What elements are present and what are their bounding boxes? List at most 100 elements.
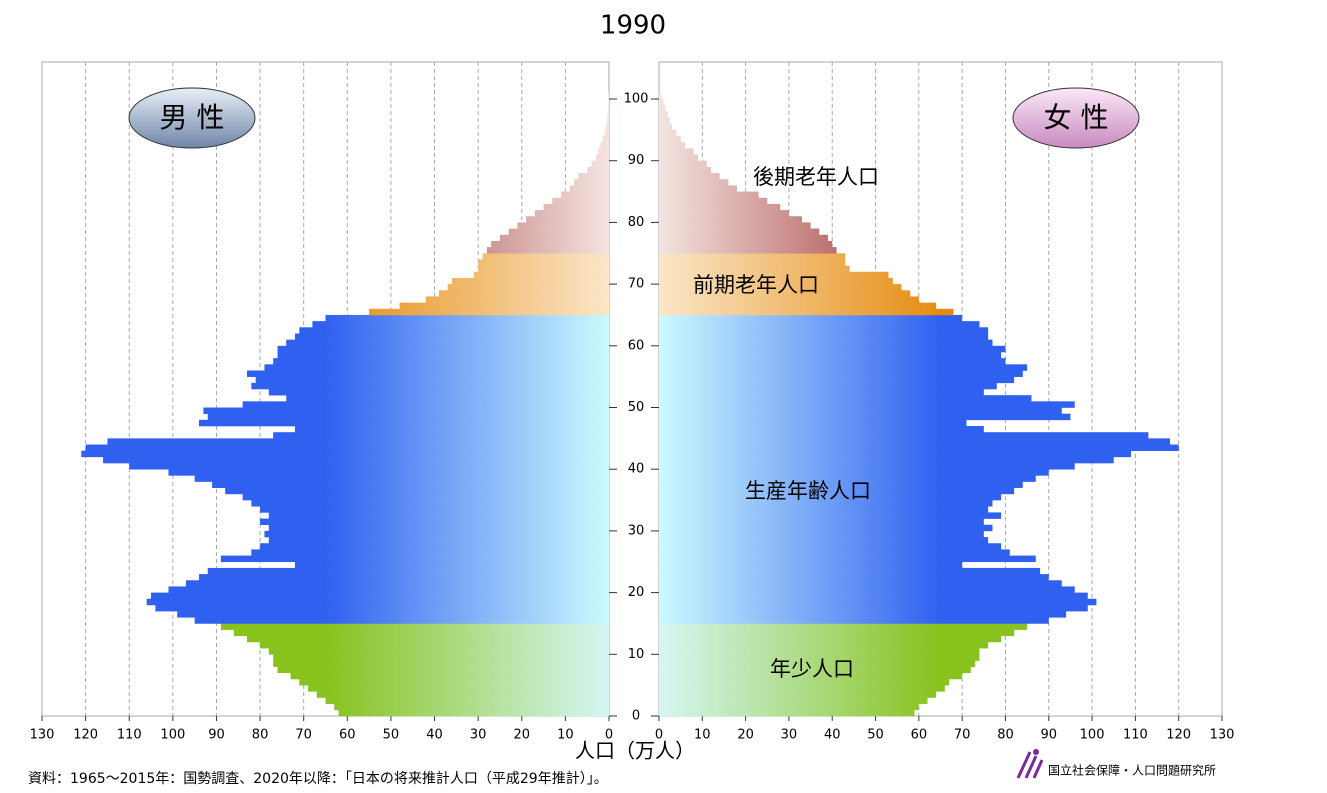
bar [659, 697, 928, 704]
bar [233, 629, 609, 637]
x-tick-label: 60 [339, 728, 356, 743]
x-tick-label: 50 [867, 728, 884, 743]
bar [242, 493, 609, 501]
bar [203, 407, 609, 414]
bar [569, 185, 609, 192]
bar [659, 432, 1149, 439]
bar [659, 580, 1062, 587]
bar [602, 136, 609, 143]
x-tick-label: 70 [954, 728, 971, 743]
bar [659, 654, 980, 661]
x-tick-label: 120 [1166, 728, 1191, 743]
y-tick-label: 80 [628, 215, 645, 230]
bar [659, 660, 976, 667]
bar [268, 389, 609, 396]
bar [199, 419, 609, 427]
bar [508, 228, 609, 236]
bar [600, 142, 609, 149]
bar [659, 277, 893, 285]
bar [595, 154, 609, 162]
x-tick-label: 130 [30, 728, 55, 743]
bar [177, 611, 609, 618]
bar [659, 450, 1132, 458]
bar [659, 296, 919, 303]
bar [659, 438, 1171, 445]
bar [659, 197, 768, 205]
bar [659, 160, 707, 168]
bar [659, 691, 937, 698]
bar [334, 703, 609, 711]
bar [194, 617, 609, 624]
bar [659, 407, 1062, 414]
bar [659, 426, 984, 433]
bar [659, 493, 1002, 501]
bar [286, 339, 609, 347]
bar [659, 314, 963, 322]
bar [185, 580, 609, 587]
bar [486, 247, 609, 254]
source-note: 資料：1965～2015年：国勢調査、2020年以降：「日本の将来推計人口（平成… [28, 771, 608, 787]
bar [659, 419, 967, 427]
bar [659, 382, 997, 390]
bar [578, 173, 609, 180]
bar [260, 518, 609, 526]
bar [268, 524, 609, 532]
bar [273, 654, 609, 661]
bar [260, 543, 609, 550]
bar [659, 185, 737, 192]
bar [207, 413, 609, 421]
bar [212, 481, 609, 489]
bar [316, 691, 609, 698]
group-label: 生産年齢人口 [745, 479, 871, 503]
bar [659, 259, 846, 266]
bar [659, 481, 1023, 489]
bar [255, 376, 609, 384]
bar [447, 284, 609, 291]
bar [659, 401, 1075, 408]
bar [659, 389, 984, 396]
bar [129, 463, 609, 470]
bar [659, 703, 919, 711]
y-tick-label: 90 [628, 153, 645, 168]
bar [478, 265, 609, 273]
bar [659, 641, 989, 649]
bar [659, 604, 1088, 612]
x-tick-label: 50 [383, 728, 400, 743]
bar [659, 105, 666, 112]
bar [605, 123, 609, 131]
bar [659, 561, 963, 569]
bar [591, 160, 609, 168]
bar [659, 148, 694, 155]
y-tick-label: 60 [628, 338, 645, 353]
bar [659, 327, 989, 334]
bar [659, 635, 1002, 643]
bar [251, 500, 609, 507]
x-tick-label: 20 [513, 728, 530, 743]
female-badge [1012, 87, 1140, 149]
bar [312, 321, 609, 328]
bar [220, 623, 610, 630]
x-tick-label: 20 [737, 728, 754, 743]
bar [277, 666, 609, 674]
bar [268, 648, 609, 655]
bar [273, 660, 609, 667]
bar [399, 302, 609, 310]
y-tick-label: 30 [628, 523, 645, 538]
x-axis-label: 人口（万人） [575, 739, 695, 763]
bar [607, 111, 609, 118]
bar [659, 308, 954, 316]
bar [338, 709, 609, 717]
bar [659, 518, 984, 526]
bar [659, 574, 1049, 581]
y-tick-label: 40 [628, 462, 645, 477]
bar [273, 432, 609, 439]
bar [608, 105, 609, 112]
bar [659, 666, 971, 674]
bar [659, 271, 889, 279]
x-tick-label: 90 [208, 728, 225, 743]
bar [604, 129, 609, 137]
y-tick-label: 70 [628, 277, 645, 292]
bar [107, 438, 609, 445]
bar [246, 370, 609, 377]
bar [659, 179, 729, 186]
